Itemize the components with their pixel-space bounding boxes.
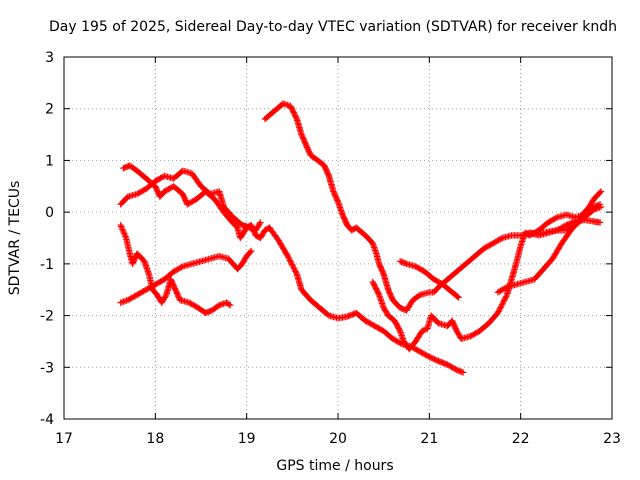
data-point	[287, 258, 294, 265]
data-point	[119, 226, 126, 233]
x-tick-label: 21	[420, 431, 438, 447]
data-point	[178, 263, 185, 271]
data-point	[596, 219, 604, 226]
data-point	[286, 257, 294, 264]
data-point	[454, 293, 461, 300]
y-tick-label: 2	[45, 102, 54, 118]
data-point	[225, 301, 233, 308]
data-point	[325, 171, 332, 178]
x-tick-label: 20	[329, 431, 347, 447]
data-point	[227, 302, 234, 309]
data-point	[290, 264, 297, 271]
y-tick-labels: -4 -3 -2 -1 0 1 2 3	[40, 50, 54, 428]
data-point	[118, 223, 125, 230]
data-point	[502, 284, 509, 292]
y-tick-label: 3	[45, 50, 54, 66]
data-point	[494, 309, 502, 317]
data-point	[285, 255, 293, 263]
x-tick-label: 19	[238, 431, 256, 447]
data-point	[289, 262, 296, 270]
x-tick-label: 18	[146, 431, 164, 447]
x-tick-labels: 17 18 19 20 21 22 23	[55, 431, 621, 447]
series-track-8	[494, 188, 605, 296]
data-point	[497, 235, 505, 242]
data-point	[283, 251, 291, 259]
data-point	[256, 220, 263, 227]
data-point	[121, 230, 128, 237]
x-tick-label: 22	[512, 431, 530, 447]
data-point	[248, 247, 255, 255]
y-tick-label: 0	[45, 205, 54, 221]
x-tick-label: 23	[603, 431, 621, 447]
x-axis-label: GPS time / hours	[276, 458, 393, 474]
data-point	[120, 229, 127, 236]
data-point	[498, 302, 505, 310]
axis-ticks	[63, 56, 613, 420]
data-point	[495, 308, 502, 315]
series-track-1	[117, 167, 264, 234]
data-point	[499, 300, 506, 307]
data-point	[552, 214, 560, 222]
data-point	[119, 227, 127, 235]
data-point	[455, 294, 462, 301]
series-track-3	[117, 221, 234, 317]
data-point	[285, 254, 292, 261]
series-track-4	[117, 247, 255, 306]
data-point	[292, 268, 299, 275]
series-track-6	[396, 258, 462, 301]
data-point	[503, 293, 510, 300]
data-point	[418, 327, 426, 335]
data-markers	[117, 100, 605, 376]
data-point	[293, 114, 300, 121]
data-point	[496, 305, 504, 313]
y-axis-label: SDTVAR / TECUs	[7, 181, 23, 296]
data-point	[257, 219, 264, 226]
data-point	[122, 233, 129, 240]
data-point	[288, 261, 296, 268]
data-point	[596, 201, 604, 208]
data-point	[334, 197, 341, 204]
data-point	[501, 295, 509, 303]
data-point	[118, 224, 126, 232]
y-tick-label: -1	[40, 257, 54, 273]
data-point	[420, 327, 427, 334]
data-point	[497, 304, 504, 311]
data-point	[396, 326, 403, 333]
series-track-9	[526, 216, 604, 238]
data-point	[291, 266, 298, 274]
data-point	[292, 269, 300, 277]
x-tick-label: 17	[55, 431, 73, 447]
data-point	[117, 221, 124, 229]
data-point	[500, 298, 507, 306]
y-tick-label: -2	[40, 309, 54, 325]
data-point	[597, 188, 605, 195]
data-point	[375, 290, 382, 297]
data-point	[415, 292, 423, 299]
data-point	[290, 265, 298, 272]
data-point	[284, 252, 291, 260]
data-point	[500, 297, 508, 304]
data-point	[459, 369, 467, 376]
series-track-5	[261, 100, 605, 314]
data-point	[379, 269, 387, 277]
data-point	[421, 326, 428, 333]
data-point	[496, 307, 503, 314]
data-point	[498, 301, 506, 308]
series-track-2	[120, 162, 467, 376]
data-point	[162, 292, 169, 300]
chart-title: Day 195 of 2025, Sidereal Day-to-day VTE…	[49, 19, 617, 35]
data-point	[121, 231, 129, 239]
data-point	[288, 259, 295, 267]
data-point	[502, 294, 509, 301]
y-tick-label: -3	[40, 360, 54, 376]
data-point	[596, 189, 604, 196]
y-tick-label: -4	[40, 412, 54, 428]
data-point	[247, 248, 254, 256]
y-tick-label: 1	[45, 153, 54, 169]
